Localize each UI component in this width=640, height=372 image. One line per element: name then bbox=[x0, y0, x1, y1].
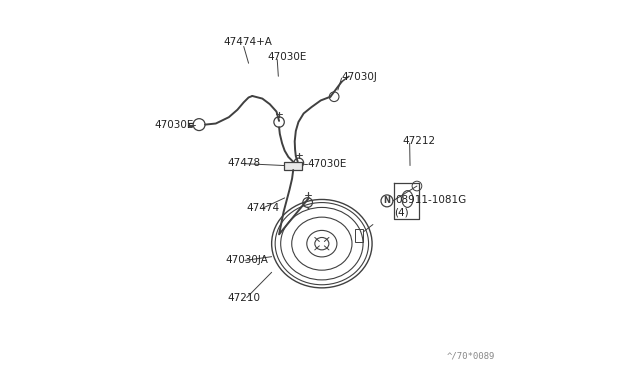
Text: ^/70*0089: ^/70*0089 bbox=[447, 352, 495, 361]
Text: 47478: 47478 bbox=[228, 158, 261, 168]
Circle shape bbox=[381, 195, 393, 207]
Text: 47474: 47474 bbox=[246, 203, 280, 212]
FancyBboxPatch shape bbox=[284, 162, 302, 170]
Text: 47212: 47212 bbox=[402, 136, 435, 145]
Text: 47210: 47210 bbox=[228, 293, 260, 302]
Text: 47030J: 47030J bbox=[342, 72, 378, 82]
Text: N: N bbox=[383, 196, 390, 205]
Text: 47030E: 47030E bbox=[267, 52, 307, 61]
Text: 47030JA: 47030JA bbox=[225, 255, 268, 264]
Text: 08911-1081G: 08911-1081G bbox=[395, 195, 467, 205]
Text: 47474+A: 47474+A bbox=[223, 37, 272, 46]
Text: 47030E: 47030E bbox=[307, 159, 347, 169]
Text: 47030E: 47030E bbox=[154, 120, 194, 129]
Text: (4): (4) bbox=[394, 207, 408, 217]
